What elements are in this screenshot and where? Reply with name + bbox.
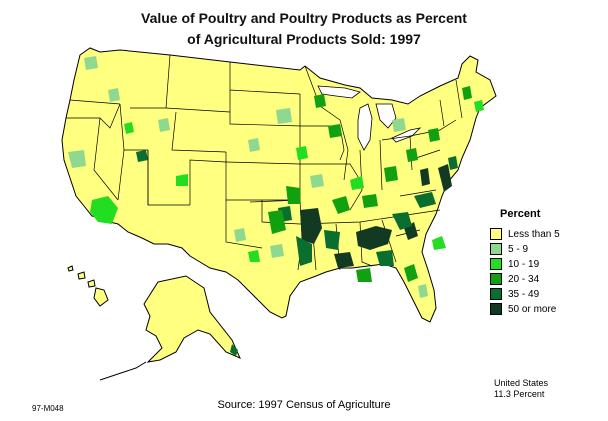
map-title-line-2: of Agricultural Products Sold: 1997 — [187, 31, 421, 47]
aleutian-islands — [99, 361, 147, 381]
us-total-label: United States — [494, 378, 549, 388]
legend-item-20-34: 20 - 34 — [490, 273, 539, 285]
legend-item-5-9: 5 - 9 — [490, 243, 528, 255]
county-shading — [68, 56, 484, 298]
legend-item-less-than-5: Less than 5 — [490, 228, 560, 240]
legend-item-50-or-more: 50 or more — [490, 303, 556, 315]
legend-label: 10 - 19 — [508, 258, 540, 270]
legend-title: Percent — [500, 208, 541, 220]
legend-label: 20 - 34 — [508, 273, 540, 285]
legend-swatch — [490, 273, 502, 285]
us-total: United States 11.3 Percent — [494, 378, 548, 400]
contiguous-us-land — [61, 47, 497, 323]
alaska-shading — [230, 344, 238, 356]
map-title-line-1: Value of Poultry and Poultry Products as… — [141, 10, 467, 26]
legend-item-10-19: 10 - 19 — [490, 258, 539, 270]
us-total-value: 11.3 Percent — [494, 389, 545, 399]
legend-label: 35 - 49 — [508, 288, 540, 300]
alaska-land — [143, 275, 241, 363]
lake-huron — [375, 103, 397, 129]
legend-swatch — [490, 303, 502, 315]
legend-label: Less than 5 — [508, 228, 560, 240]
source-note: Source: 1997 Census of Agriculture — [217, 399, 391, 411]
legend-swatch — [490, 228, 502, 240]
legend-swatch — [490, 288, 502, 300]
lake-erie — [391, 127, 422, 143]
legend-label: 50 or more — [508, 303, 557, 315]
legend-label: 5 - 9 — [508, 243, 529, 255]
lake-superior — [317, 85, 361, 99]
legend-swatch — [490, 243, 502, 255]
legend-item-35-49: 35 - 49 — [490, 288, 539, 300]
hawaii-islands — [67, 265, 109, 307]
lake-michigan — [357, 103, 373, 151]
legend-swatch — [490, 258, 502, 270]
map-code: 97-M048 — [32, 404, 64, 413]
